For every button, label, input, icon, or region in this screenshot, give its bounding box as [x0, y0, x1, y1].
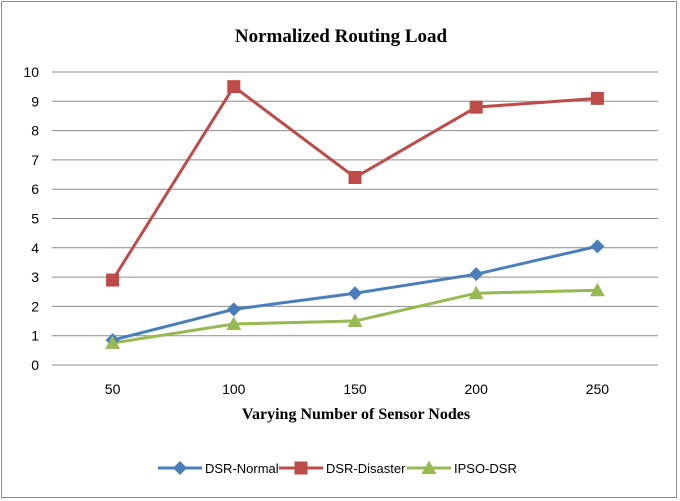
y-tick-label: 6	[31, 181, 39, 197]
x-tick-label: 50	[105, 381, 121, 397]
data-point-dsr-normal	[469, 267, 484, 282]
data-point-ipso-dsr	[347, 313, 363, 328]
legend-marker-dsr-normal	[173, 461, 187, 475]
data-point-dsr-normal	[348, 286, 362, 301]
y-tick-label: 2	[31, 298, 39, 314]
x-tick-label: 150	[343, 381, 367, 397]
y-tick-label: 7	[31, 152, 39, 168]
y-tick-label: 10	[23, 64, 39, 80]
data-point-dsr-disaster	[469, 100, 483, 114]
legend: DSR-Normal DSR-Disaster IPSO-DSR	[158, 460, 517, 476]
series-lines	[111, 85, 598, 345]
legend-label-dsr-normal: DSR-Normal	[205, 461, 279, 476]
x-tick-label: 100	[222, 381, 246, 397]
data-point-ipso-dsr	[589, 282, 605, 297]
y-tick-label: 0	[31, 357, 39, 373]
y-tick-label: 1	[31, 328, 39, 344]
x-tick-label: 200	[465, 381, 489, 397]
y-tick-label: 3	[31, 269, 39, 285]
y-tick-label: 8	[31, 123, 39, 139]
chart-title: Normalized Routing Load	[235, 26, 448, 47]
data-point-ipso-dsr	[226, 316, 242, 330]
data-point-ipso-dsr	[105, 335, 121, 350]
series-markers	[105, 80, 605, 350]
legend-marker-ipso-dsr	[421, 460, 437, 474]
y-axis-ticks: 0 1 2 3 4 5 6 7 8 9 10	[23, 64, 39, 373]
y-tick-label: 5	[31, 211, 39, 227]
legend-label-dsr-disaster: DSR-Disaster	[326, 461, 406, 476]
data-point-dsr-disaster	[106, 273, 120, 287]
x-tick-label: 250	[586, 381, 610, 397]
x-axis-ticks: 50 100 150 200 250	[105, 381, 609, 397]
x-axis-label: Varying Number of Sensor Nodes	[242, 406, 470, 423]
data-point-dsr-disaster	[590, 91, 604, 105]
data-point-dsr-disaster	[227, 80, 241, 94]
data-point-ipso-dsr	[468, 285, 484, 300]
legend-label-ipso-dsr: IPSO-DSR	[454, 461, 517, 476]
data-point-dsr-normal	[590, 239, 605, 254]
y-tick-label: 4	[31, 240, 39, 256]
data-point-dsr-normal	[226, 302, 241, 317]
legend-marker-dsr-disaster	[294, 461, 308, 475]
data-point-dsr-disaster	[348, 170, 362, 184]
y-tick-label: 9	[31, 93, 39, 109]
